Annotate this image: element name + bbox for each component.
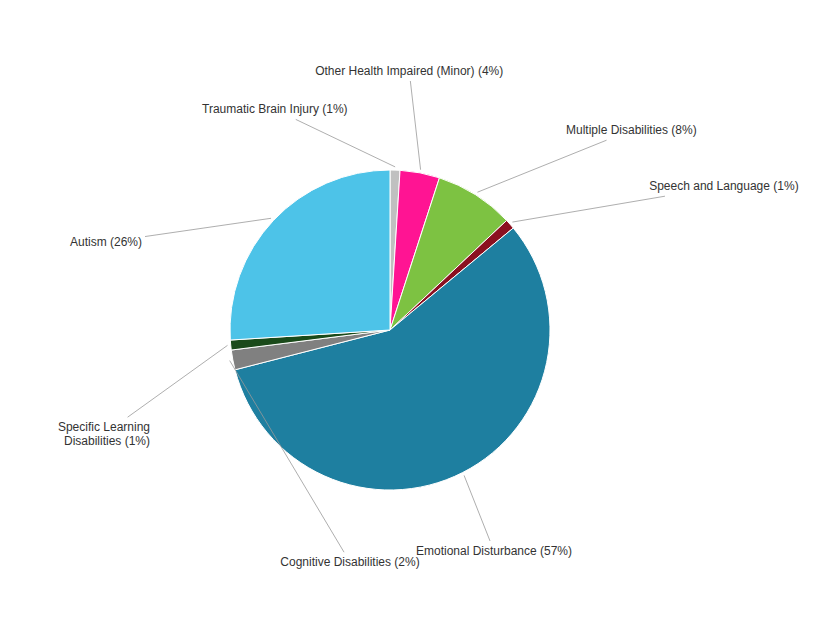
slice-label-line: Speech and Language (1%) bbox=[649, 179, 798, 193]
leader-line bbox=[477, 140, 606, 192]
pie: Traumatic Brain Injury (1%) Other Health … bbox=[58, 64, 799, 569]
slice-label: Autism (26%) bbox=[70, 235, 142, 249]
chart-svg: Traumatic Brain Injury (1%) Other Health … bbox=[0, 0, 830, 634]
leader-line bbox=[128, 345, 228, 417]
slice-label-line: Multiple Disabilities (8%) bbox=[566, 123, 697, 137]
slice-label: Other Health Impaired (Minor) (4%) bbox=[315, 64, 503, 78]
slice-label: Traumatic Brain Injury (1%) bbox=[202, 102, 348, 116]
leader-line bbox=[296, 119, 395, 166]
slice-label-line: Emotional Disturbance (57%) bbox=[416, 544, 572, 558]
leader-lines bbox=[128, 81, 665, 552]
labels: Traumatic Brain Injury (1%) Other Health … bbox=[58, 64, 799, 569]
slice-label: Speech and Language (1%) bbox=[649, 179, 798, 193]
leader-line bbox=[230, 361, 344, 553]
slice-label: Multiple Disabilities (8%) bbox=[566, 123, 697, 137]
slice-label: Specific LearningDisabilities (1%) bbox=[58, 420, 150, 448]
slice-label: Emotional Disturbance (57%) bbox=[416, 544, 572, 558]
leader-line bbox=[464, 475, 490, 541]
leader-line bbox=[145, 218, 271, 236]
leader-line bbox=[410, 81, 420, 170]
slice-label-line: Specific Learning bbox=[58, 420, 150, 434]
slice-label-line: Disabilities (1%) bbox=[64, 434, 150, 448]
chart-container: Traumatic Brain Injury (1%) Other Health … bbox=[0, 0, 830, 634]
slice-label-line: Traumatic Brain Injury (1%) bbox=[202, 102, 348, 116]
slice-label-line: Autism (26%) bbox=[70, 235, 142, 249]
slice-label-line: Cognitive Disabilities (2%) bbox=[280, 555, 419, 569]
slice-label: Cognitive Disabilities (2%) bbox=[280, 555, 419, 569]
slice-label-line: Other Health Impaired (Minor) (4%) bbox=[315, 64, 503, 78]
slice bbox=[230, 170, 390, 340]
leader-line bbox=[512, 196, 665, 222]
